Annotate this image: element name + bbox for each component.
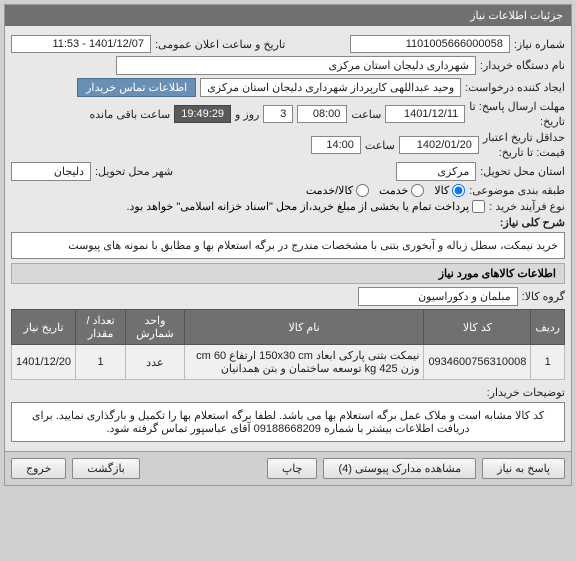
notes-label: توضیحات خریدار:	[487, 386, 565, 399]
remaining-time: 19:49:29	[174, 105, 231, 123]
deadline-label-1: مهلت ارسال پاسخ: تا	[469, 100, 565, 113]
deadline-label-2: تاریخ:	[469, 115, 565, 128]
items-table: ردیف کد کالا نام کالا واحد شمارش تعداد /…	[11, 309, 565, 380]
city-label: شهر محل تحویل:	[95, 165, 173, 178]
niaz-no-value: 1101005666000058	[350, 35, 510, 53]
buyer-label: نام دستگاه خریدار:	[480, 59, 565, 72]
announce-label: تاریخ و ساعت اعلان عمومی:	[155, 38, 285, 51]
th-name: نام کالا	[184, 310, 424, 345]
class-service-label: خدمت	[379, 184, 408, 197]
class-both-label: کالا/خدمت	[306, 184, 353, 197]
group-value: مبلمان و دکوراسیون	[358, 287, 518, 306]
th-row: ردیف	[531, 310, 565, 345]
niaz-no-label: شماره نیاز:	[514, 38, 565, 51]
city-value: دلیجان	[11, 162, 91, 181]
td-unit: عدد	[126, 345, 185, 380]
valid-time: 14:00	[311, 136, 361, 154]
valid-label-1: حداقل تاریخ اعتبار	[483, 131, 565, 144]
class-service-option[interactable]: خدمت	[379, 184, 424, 197]
days-value: 3	[263, 105, 293, 123]
th-unit: واحد شمارش	[126, 310, 185, 345]
table-row: 1 0934600756310008 نیمکت بتنی پارکی ابعا…	[12, 345, 565, 380]
deadline-time-label: ساعت	[351, 108, 381, 121]
td-date: 1401/12/20	[12, 345, 76, 380]
proc-checkbox-item[interactable]: پرداخت تمام یا بخشی از مبلغ خرید،از محل …	[126, 200, 485, 213]
desc-value: خرید نیمکت، سطل زباله و آبخوری بتنی با م…	[11, 232, 565, 259]
class-goods-label: کالا	[434, 184, 449, 197]
proc-label: نوع فرآیند خرید :	[489, 200, 565, 213]
class-goods-option[interactable]: کالا	[434, 184, 465, 197]
requester-value: وحید عبداللهی کارپرداز شهرداری دلیجان اس…	[200, 78, 461, 97]
deadline-date: 1401/12/11	[385, 105, 465, 123]
remaining-label: ساعت باقی مانده	[89, 108, 170, 121]
exit-button[interactable]: خروج	[11, 458, 66, 479]
days-label: روز و	[235, 108, 259, 121]
proc-checkbox[interactable]	[472, 200, 485, 213]
contact-info-button[interactable]: اطلاعات تماس خریدار	[77, 78, 196, 97]
reply-button[interactable]: پاسخ به نیاز	[482, 458, 565, 479]
deadline-time: 08:00	[297, 105, 347, 123]
class-both-radio[interactable]	[356, 184, 369, 197]
main-panel: جزئیات اطلاعات نیاز شماره نیاز: 11010056…	[4, 4, 572, 486]
province-value: مرکزی	[396, 162, 476, 181]
class-label: طبقه بندی موضوعی:	[469, 184, 565, 197]
back-button[interactable]: بازگشت	[72, 458, 140, 479]
valid-time-label: ساعت	[365, 139, 395, 152]
notes-value: کد کالا مشابه است و ملاک عمل برگه استعلا…	[11, 402, 565, 442]
attachments-button[interactable]: مشاهده مدارک پیوستی (4)	[323, 458, 476, 479]
requester-label: ایجاد کننده درخواست:	[465, 81, 565, 94]
footer-bar: پاسخ به نیاز مشاهده مدارک پیوستی (4) چاپ…	[5, 451, 571, 485]
class-service-radio[interactable]	[411, 184, 424, 197]
th-date: تاریخ نیاز	[12, 310, 76, 345]
td-name: نیمکت بتنی پارکی ابعاد 150x30 cm ارتفاع …	[184, 345, 424, 380]
announce-value: 1401/12/07 - 11:53	[11, 35, 151, 53]
th-qty: تعداد / مقدار	[76, 310, 126, 345]
td-row: 1	[531, 345, 565, 380]
class-both-option[interactable]: کالا/خدمت	[306, 184, 369, 197]
proc-note: پرداخت تمام یا بخشی از مبلغ خرید،از محل …	[126, 200, 469, 213]
province-label: استان محل تحویل:	[480, 165, 565, 178]
items-section-title: اطلاعات کالاهای مورد نیاز	[11, 263, 565, 284]
valid-date: 1402/01/20	[399, 136, 479, 154]
table-header-row: ردیف کد کالا نام کالا واحد شمارش تعداد /…	[12, 310, 565, 345]
class-goods-radio[interactable]	[452, 184, 465, 197]
panel-title: جزئیات اطلاعات نیاز	[5, 5, 571, 26]
class-radio-group: کالا خدمت کالا/خدمت	[306, 184, 465, 197]
th-code: کد کالا	[424, 310, 531, 345]
valid-label-2: قیمت: تا تاریخ:	[483, 146, 565, 159]
panel-body: شماره نیاز: 1101005666000058 تاریخ و ساع…	[5, 26, 571, 451]
print-button[interactable]: چاپ	[267, 458, 318, 479]
buyer-value: شهرداری دلیجان استان مرکزی	[116, 56, 476, 75]
td-qty: 1	[76, 345, 126, 380]
td-code: 0934600756310008	[424, 345, 531, 380]
group-label: گروه کالا:	[522, 290, 565, 303]
desc-label: شرح کلی نیاز:	[500, 216, 565, 229]
